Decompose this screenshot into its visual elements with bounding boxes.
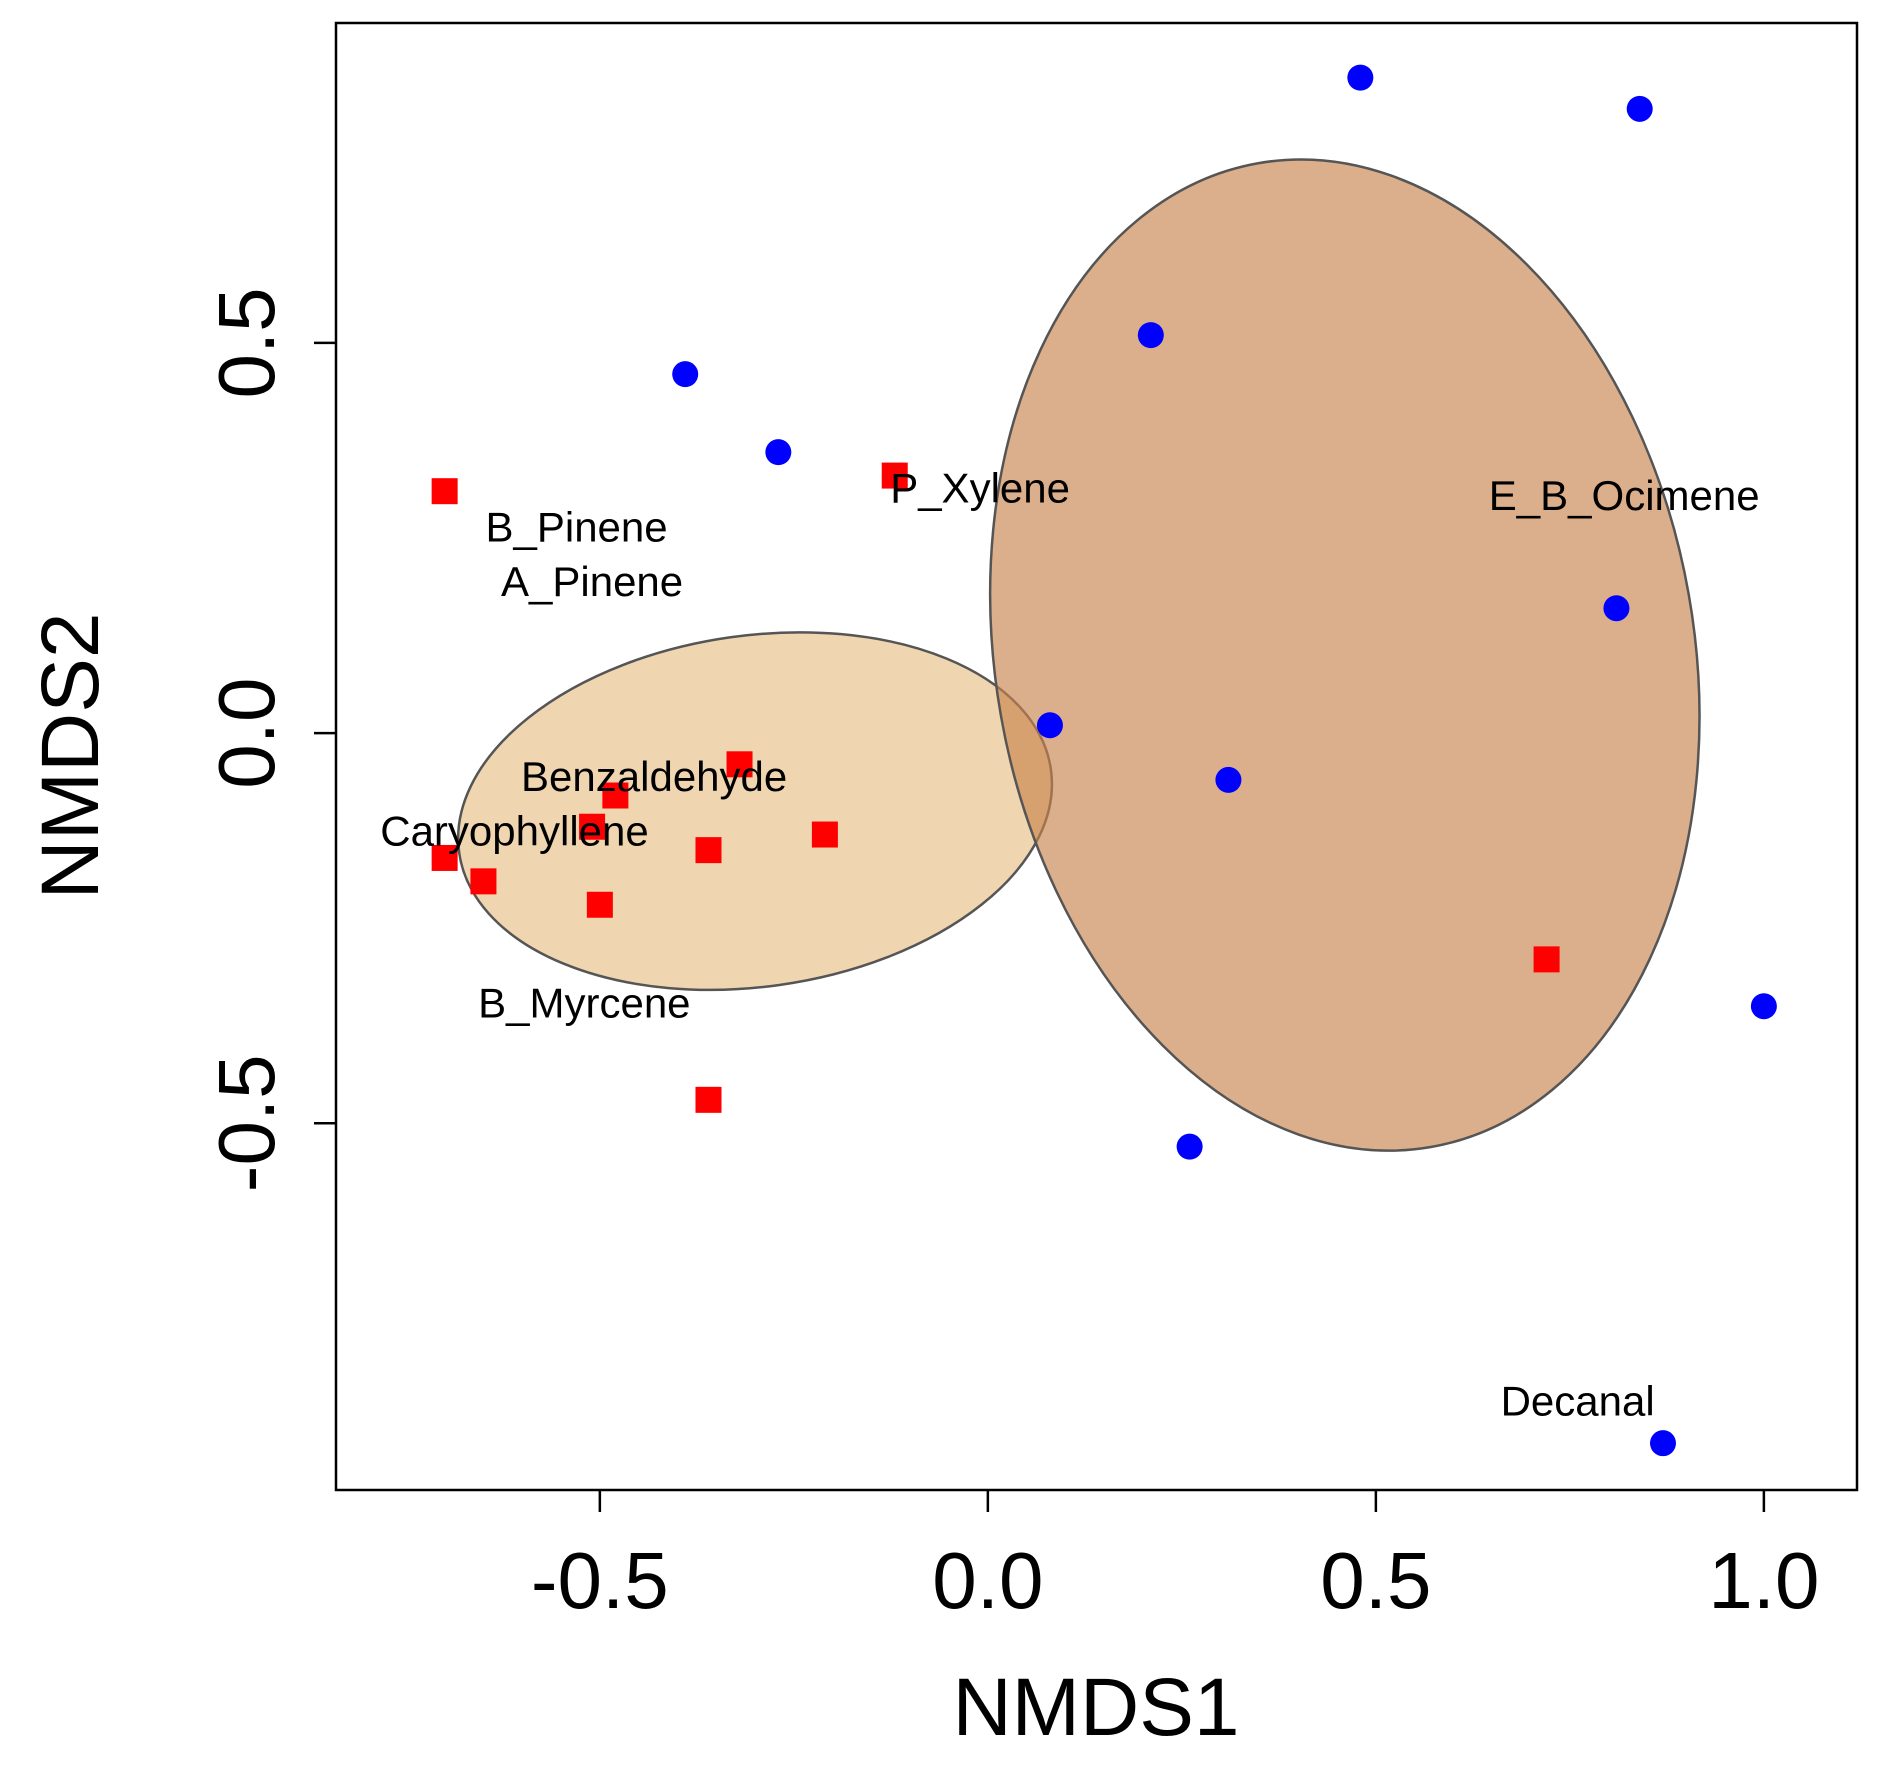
red-square-point	[726, 751, 753, 778]
blue-circle-point	[1649, 1430, 1676, 1457]
y-axis-title: NMDS2	[25, 612, 116, 899]
label-layer: P_Xylene E_B_Ocimene B_Pinene A_Pinene Benza…	[380, 464, 1759, 1424]
blue-circle-point	[765, 439, 792, 466]
red-square-point	[579, 813, 606, 840]
compound-label: P_Xylene	[890, 464, 1070, 511]
red-square-point	[881, 462, 908, 489]
red-square-point	[695, 837, 722, 864]
compound-label: B_Pinene	[485, 503, 667, 550]
blue-circle-point	[1176, 1133, 1203, 1160]
ellipse-layer	[456, 158, 1701, 1152]
blue-circle-point	[1215, 766, 1242, 793]
red-square-point	[431, 478, 458, 505]
red-square-point	[431, 844, 458, 871]
blue-circle-point	[1137, 322, 1164, 349]
x-axis: -0.5 0.0 0.5 1.0	[531, 1490, 1819, 1625]
x-tick-label: 1.0	[1708, 1536, 1819, 1625]
blue-group-ellipse	[988, 158, 1701, 1152]
blue-circle-point	[1750, 993, 1777, 1020]
compound-label: E_B_Ocimene	[1489, 472, 1760, 519]
y-tick-label: -0.5	[202, 1054, 291, 1192]
x-axis-title: NMDS1	[952, 1662, 1239, 1753]
x-tick-label: 0.5	[1320, 1536, 1431, 1625]
blue-circle-point	[1036, 712, 1063, 739]
blue-circle-point	[1626, 95, 1653, 122]
y-tick-label: 0.5	[202, 287, 291, 398]
red-square-point	[470, 868, 497, 895]
plot-frame	[334, 21, 1859, 1492]
red-square-point	[586, 891, 613, 918]
red-square-point	[1533, 946, 1560, 973]
red-square-point	[602, 782, 629, 809]
y-axis: -0.5 0.0 0.5	[202, 287, 336, 1192]
red-square-point	[811, 821, 838, 848]
points-layer	[431, 64, 1777, 1457]
compound-label: B_Myrcene	[478, 979, 690, 1026]
blue-circle-point	[1603, 595, 1630, 622]
blue-circle-point	[672, 361, 699, 388]
compound-label: Caryophyllene	[380, 808, 649, 855]
compound-label: Decanal	[1501, 1377, 1655, 1424]
compound-label: Benzaldehyde	[521, 753, 787, 800]
y-tick-label: 0.0	[202, 677, 291, 788]
x-tick-label: -0.5	[531, 1536, 669, 1625]
x-tick-label: 0.0	[932, 1536, 1043, 1625]
compound-label: A_Pinene	[501, 558, 683, 605]
blue-circle-point	[1347, 64, 1374, 91]
red-square-point	[695, 1086, 722, 1113]
